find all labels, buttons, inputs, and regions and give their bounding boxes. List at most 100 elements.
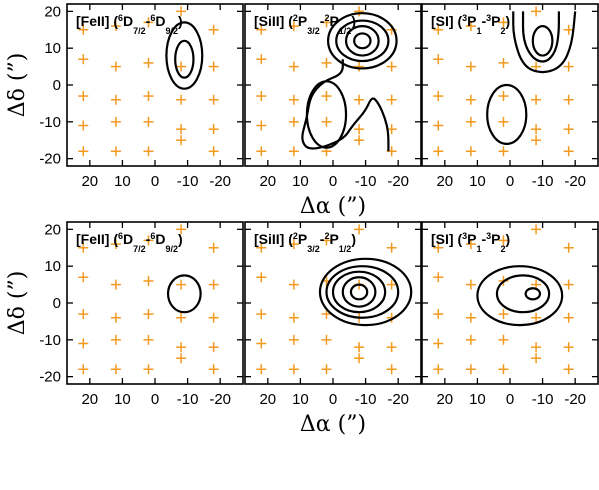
panel-label-part: P	[491, 13, 500, 29]
panel-label-part: P	[298, 13, 307, 29]
y-axis-label: Δδ (”)	[5, 271, 30, 336]
pointing-marker	[433, 309, 444, 320]
contour-level	[331, 270, 387, 314]
pointing-marker	[288, 312, 299, 323]
pointing-marker	[386, 242, 397, 253]
pointing-marker	[143, 309, 154, 320]
pointing-marker	[110, 61, 121, 72]
panel-label-part: 3	[462, 231, 467, 241]
pointing-marker	[143, 17, 154, 28]
pointing-marker	[433, 242, 444, 253]
y-tick-label: -10	[39, 114, 61, 131]
pointing-marker	[354, 135, 365, 146]
pointing-marker	[386, 279, 397, 290]
pointing-marker	[321, 57, 332, 68]
y-tick-label: 20	[44, 3, 61, 20]
y-tick-label: 0	[53, 77, 61, 94]
panel-label: [SiII] (2P3/2-2P1/2)	[254, 231, 356, 254]
x-tick-label: 10	[292, 391, 309, 408]
pointing-marker	[433, 120, 444, 131]
panel-label-part: 3/2	[307, 244, 320, 254]
pointing-marker	[433, 91, 444, 102]
contour-level	[165, 21, 204, 90]
pointing-marker	[256, 91, 267, 102]
panel-label-part: )	[351, 13, 356, 29]
y-tick-label: -20	[39, 369, 61, 386]
panel-label-part: -	[146, 13, 151, 29]
x-tick-label: -10	[177, 391, 199, 408]
pointing-marker	[110, 334, 121, 345]
pointing-marker	[208, 342, 219, 353]
pointing-marker	[288, 334, 299, 345]
pointing-marker	[386, 342, 397, 353]
pointing-marker	[531, 94, 542, 105]
pointing-marker	[354, 224, 365, 235]
pointing-marker	[498, 364, 509, 375]
panel-5: 20 10 0 -10 -20[SI] (3P1-3P2)	[421, 221, 599, 408]
panel-label-part: 6	[150, 231, 155, 241]
panel-label-part: 7/2	[133, 26, 146, 36]
x-tick-label: 10	[114, 173, 131, 190]
panel-content	[78, 6, 219, 157]
contour-path	[521, 11, 560, 63]
x-tick-label: 20	[81, 391, 98, 408]
x-tick-label: -10	[532, 391, 554, 408]
panel-label-part: 7/2	[133, 244, 146, 254]
panel-label-part: 2	[324, 13, 329, 23]
pointing-marker	[256, 120, 267, 131]
pointing-marker	[110, 146, 121, 157]
pointing-marker	[563, 312, 574, 323]
pointing-marker	[354, 124, 365, 135]
panel-label-part: D	[123, 13, 133, 29]
pointing-marker	[110, 279, 121, 290]
pointing-marker	[433, 272, 444, 283]
panel-label-part: 1	[476, 26, 481, 36]
pointing-marker	[531, 61, 542, 72]
x-tick-label: -10	[355, 173, 377, 190]
contour-level	[524, 287, 542, 301]
x-tick-label: 10	[292, 173, 309, 190]
pointing-marker	[531, 6, 542, 17]
panel-label-part: 2	[293, 13, 298, 23]
x-tick-label: 20	[436, 173, 453, 190]
pointing-marker	[110, 116, 121, 127]
panel-label-part: )	[351, 231, 356, 247]
panel-label-part: 6	[118, 13, 123, 23]
y-tick-label: 10	[44, 258, 61, 275]
x-tick-label: 10	[114, 391, 131, 408]
x-tick-label: -20	[387, 391, 409, 408]
panel-label-part: [FeII] (	[76, 13, 118, 29]
y-tick-label: 0	[53, 295, 61, 312]
panel-label-part: P	[467, 231, 476, 247]
panel-label: [FeII] (6D7/2-6D9/2)	[76, 231, 183, 254]
y-tick-label: -20	[39, 151, 61, 168]
panel-label-part: P	[491, 231, 500, 247]
x-tick-label: 0	[506, 391, 514, 408]
contour-path	[301, 59, 390, 152]
pointing-marker	[256, 272, 267, 283]
pointing-marker	[563, 364, 574, 375]
panel-label-part: 9/2	[165, 26, 178, 36]
pointing-marker	[208, 279, 219, 290]
panel-label-part: 3	[486, 231, 491, 241]
panel-label-part: 2	[501, 244, 506, 254]
pointing-marker	[563, 342, 574, 353]
pointing-marker	[433, 364, 444, 375]
pointing-marker	[78, 54, 89, 65]
panel-label-part: P	[329, 13, 338, 29]
pointing-marker	[143, 364, 154, 375]
panel-label-part: 2	[324, 231, 329, 241]
x-tick-label: -20	[209, 173, 231, 190]
pointing-marker	[78, 309, 89, 320]
panel-label-part: -	[320, 13, 325, 29]
pointing-marker	[176, 6, 187, 17]
panel-label-part: 1	[476, 244, 481, 254]
x-tick-label: -10	[177, 173, 199, 190]
contour-level	[318, 257, 413, 327]
pointing-marker	[321, 17, 332, 28]
x-tick-label: -20	[564, 391, 586, 408]
pointing-marker	[208, 24, 219, 35]
pointing-marker	[208, 61, 219, 72]
x-axis-label: Δα (”)	[300, 412, 366, 437]
